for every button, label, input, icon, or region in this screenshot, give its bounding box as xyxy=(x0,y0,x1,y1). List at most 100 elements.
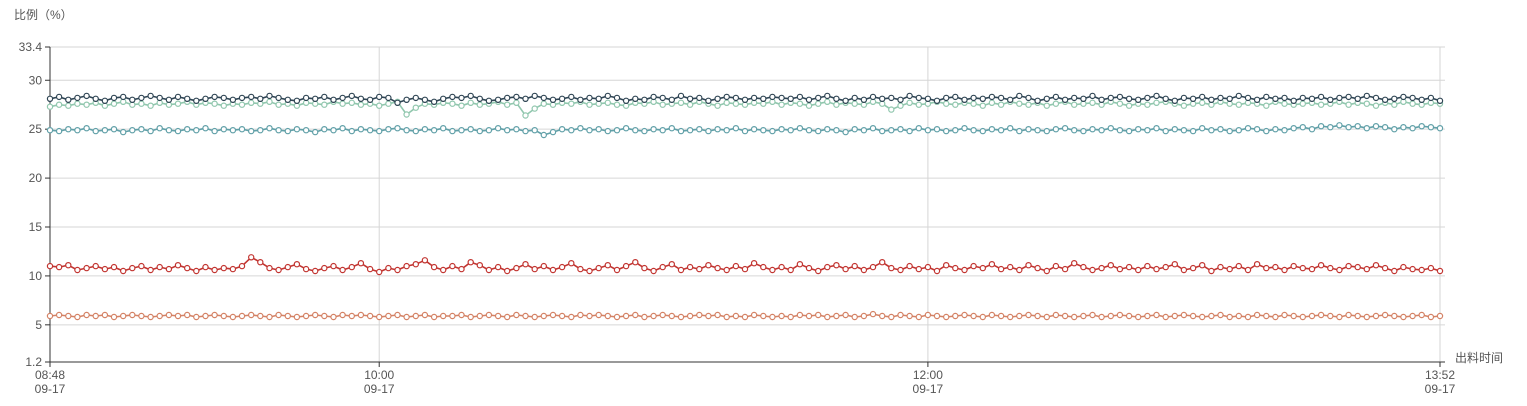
navy-series-marker xyxy=(1061,96,1069,104)
navy-series-marker xyxy=(760,95,767,103)
teal-series-marker xyxy=(1263,127,1270,135)
teal-series-marker xyxy=(1144,126,1151,134)
salmon-series-marker xyxy=(1372,312,1380,320)
green-series-marker xyxy=(1043,102,1051,109)
salmon-series-marker xyxy=(458,311,465,319)
navy-series-marker xyxy=(1025,94,1032,102)
salmon-series-marker xyxy=(1007,313,1014,321)
teal-series-marker xyxy=(440,124,447,132)
navy-series-marker xyxy=(842,97,849,105)
red-series-marker xyxy=(1436,267,1444,275)
salmon-series-marker xyxy=(1418,311,1425,319)
salmon-series-marker xyxy=(558,312,566,320)
red-series-marker xyxy=(330,262,337,270)
green-series-marker xyxy=(531,105,538,112)
red-series-marker xyxy=(558,263,566,271)
green-series-marker xyxy=(266,98,273,106)
green-series-marker xyxy=(1116,100,1124,107)
navy-series-marker xyxy=(138,94,145,102)
red-series-marker xyxy=(302,265,310,273)
salmon-series-marker xyxy=(1400,313,1407,321)
teal-series-marker xyxy=(1125,127,1133,135)
red-series-marker xyxy=(1372,262,1380,269)
teal-series-marker xyxy=(622,124,630,132)
navy-series-marker xyxy=(732,94,740,102)
green-series-marker xyxy=(321,101,328,108)
red-series-marker xyxy=(257,259,264,266)
navy-series-marker xyxy=(1070,94,1078,102)
green-series-marker xyxy=(247,99,255,107)
green-series-marker xyxy=(906,99,913,107)
navy-series-marker xyxy=(330,96,337,104)
navy-series-marker xyxy=(467,92,474,100)
red-series-marker xyxy=(833,262,840,269)
salmon-series-marker xyxy=(1034,312,1041,320)
red-series-marker xyxy=(1144,262,1151,270)
red-series-marker xyxy=(769,266,776,274)
salmon-series-marker xyxy=(769,313,776,321)
navy-series-marker xyxy=(558,95,566,103)
navy-series-marker xyxy=(933,97,941,105)
teal-series-marker xyxy=(1244,124,1252,132)
navy-series-marker xyxy=(1235,92,1243,100)
navy-series-marker xyxy=(705,97,712,105)
navy-series-marker xyxy=(1107,94,1115,102)
salmon-series-marker xyxy=(1217,311,1224,319)
red-series-marker xyxy=(101,265,109,273)
salmon-series-marker xyxy=(1272,313,1279,321)
teal-series-marker xyxy=(659,126,666,134)
salmon-series-marker xyxy=(504,313,511,321)
teal-series-marker xyxy=(1208,126,1215,134)
salmon-series-marker xyxy=(357,311,365,319)
green-series-marker xyxy=(897,102,904,109)
red-series-marker xyxy=(915,265,923,273)
red-series-marker xyxy=(970,262,977,270)
red-series-marker xyxy=(174,262,182,269)
red-series-marker xyxy=(1244,266,1252,274)
red-series-marker xyxy=(1381,264,1389,272)
red-series-marker xyxy=(1007,263,1014,271)
teal-series-marker xyxy=(924,126,932,134)
salmon-series-marker xyxy=(778,312,785,320)
salmon-series-marker xyxy=(330,313,337,321)
x-tick-label-time: 13:52 xyxy=(1425,368,1455,382)
teal-series-marker xyxy=(247,127,255,135)
salmon-series-marker xyxy=(860,312,868,320)
navy-series-marker xyxy=(915,94,923,102)
red-series-marker xyxy=(879,259,886,266)
green-series-marker xyxy=(723,99,730,107)
teal-series-marker xyxy=(577,124,584,132)
teal-series-marker xyxy=(915,124,923,132)
red-series-marker xyxy=(293,261,301,268)
teal-series-marker xyxy=(1007,124,1014,132)
red-series-marker xyxy=(83,264,90,272)
teal-series-marker xyxy=(1061,124,1069,132)
salmon-series-marker xyxy=(1098,313,1105,321)
navy-series-marker xyxy=(769,93,776,101)
navy-series-marker xyxy=(1336,94,1343,102)
teal-series-marker xyxy=(1171,125,1179,133)
y-tick-label: 33.4 xyxy=(19,40,43,54)
navy-series-marker xyxy=(778,94,785,102)
salmon-series-marker xyxy=(257,312,264,320)
salmon-series-marker xyxy=(65,312,72,320)
salmon-series-marker xyxy=(1016,312,1023,320)
teal-series-marker xyxy=(119,128,127,136)
green-series-marker xyxy=(997,101,1005,108)
salmon-series-marker xyxy=(1345,311,1352,319)
green-series-marker xyxy=(1052,100,1060,107)
red-series-marker xyxy=(741,265,749,273)
salmon-series-marker xyxy=(924,311,932,319)
red-series-marker xyxy=(632,259,639,266)
red-series-marker xyxy=(357,260,365,267)
green-series-marker xyxy=(220,102,227,109)
salmon-series-marker xyxy=(1025,311,1032,319)
salmon-series-marker xyxy=(686,312,694,320)
teal-series-marker xyxy=(997,126,1005,134)
red-series-marker xyxy=(1345,262,1352,270)
salmon-series-marker xyxy=(1226,313,1233,321)
salmon-series-marker xyxy=(997,312,1005,320)
navy-series-marker xyxy=(641,96,648,104)
salmon-series-marker xyxy=(1043,313,1051,321)
